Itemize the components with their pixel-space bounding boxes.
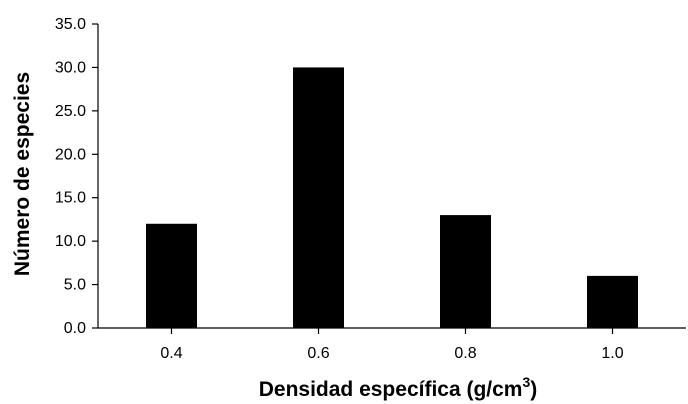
x-axis-title-main: Densidad específica (g/cm	[259, 378, 523, 401]
x-axis-title-superscript: 3	[522, 374, 530, 390]
x-axis-title-suffix: )	[530, 378, 537, 401]
bar-1-0	[587, 275, 638, 328]
y-tick-label: 5.0	[64, 277, 86, 294]
y-tick-label: 0.0	[64, 320, 86, 337]
y-tick-label: 10.0	[55, 233, 86, 250]
x-axis-title: Densidad específica (g/cm3)	[259, 374, 538, 401]
y-axis-ticks: 0.0 5.0 10.0 15.0 20.0 25.0 30.0 35.0	[55, 16, 98, 337]
y-tick-label: 30.0	[55, 59, 86, 76]
bar-0-4	[146, 223, 197, 328]
x-tick-label: 0.8	[454, 345, 476, 362]
y-tick-label: 20.0	[55, 146, 86, 163]
bars-group	[146, 67, 638, 328]
y-tick-label: 15.0	[55, 190, 86, 207]
y-tick-label: 35.0	[55, 16, 86, 33]
y-tick-label: 25.0	[55, 103, 86, 120]
x-tick-label: 0.4	[160, 345, 182, 362]
bar-0-6	[293, 67, 344, 328]
y-axis-title: Número de especies	[11, 72, 34, 276]
x-tick-label: 0.6	[307, 345, 329, 362]
bar-0-8	[440, 215, 491, 328]
x-tick-label: 1.0	[601, 345, 623, 362]
x-axis-ticks: 0.4 0.6 0.8 1.0	[160, 328, 624, 362]
